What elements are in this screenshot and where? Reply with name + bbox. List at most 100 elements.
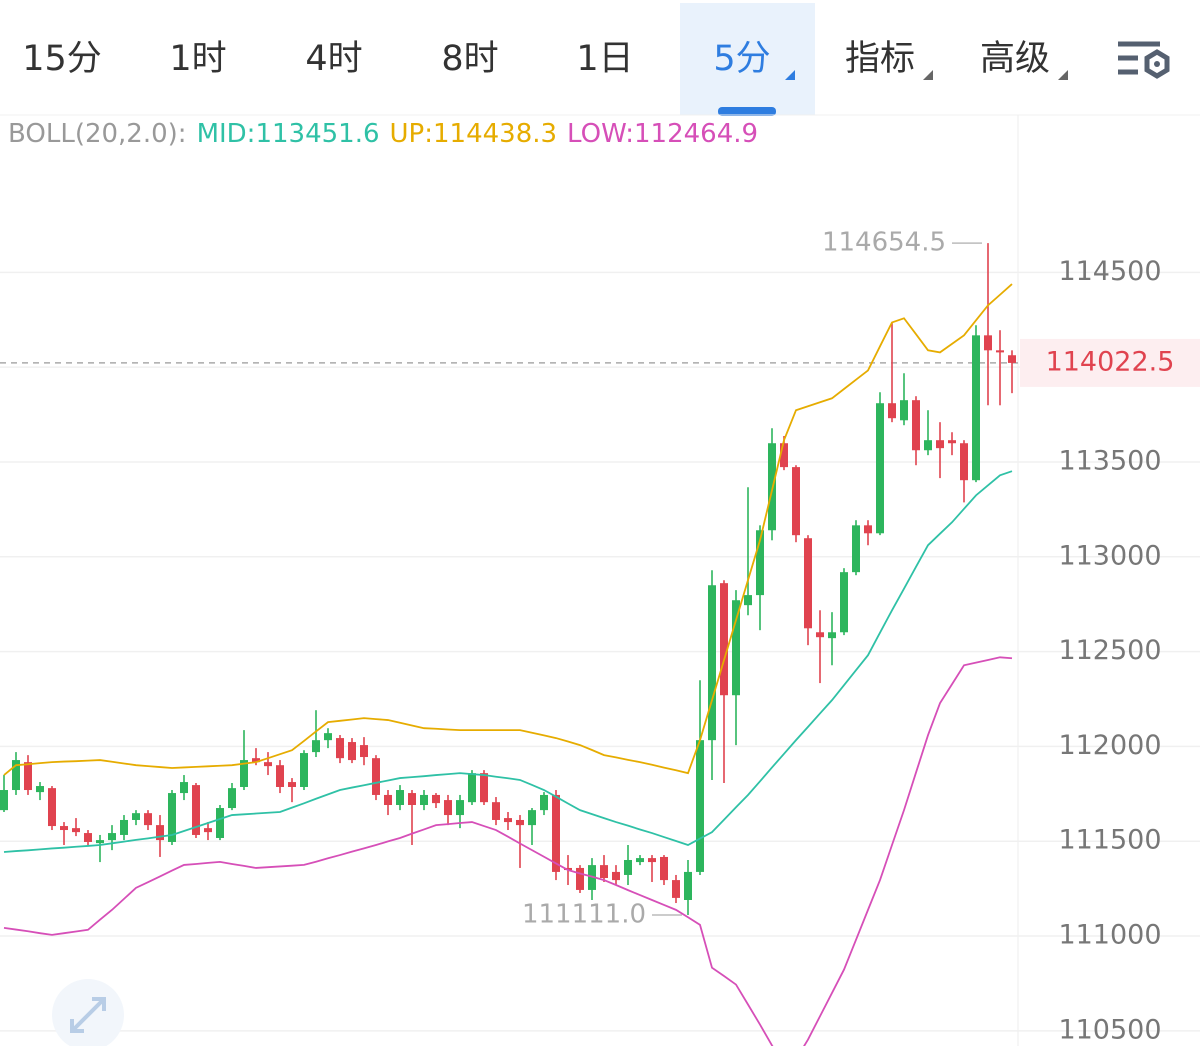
candle-body: [216, 808, 224, 838]
candle-body: [264, 762, 272, 767]
candle-body: [612, 871, 620, 881]
candle-body: [912, 400, 920, 451]
candle-body: [444, 800, 452, 816]
tab[interactable]: 指标: [845, 39, 933, 80]
legend-entry: MID:113451.6: [197, 119, 380, 149]
tab-label: 8时: [441, 39, 498, 79]
candle-body: [12, 760, 20, 791]
tab-label: 1日: [576, 39, 633, 79]
candle-body: [456, 800, 464, 816]
candle-body: [432, 794, 440, 804]
candle-body: [180, 782, 188, 794]
candle-body: [540, 794, 548, 811]
candle-body: [948, 440, 956, 444]
candle-body: [996, 350, 1004, 353]
candle-body: [24, 762, 32, 791]
tab-label: 5分: [713, 39, 770, 79]
candle-body: [372, 758, 380, 795]
tab[interactable]: 1日: [576, 39, 633, 79]
candle-body: [132, 813, 140, 820]
candle-body: [228, 788, 236, 809]
tab-label: 高级: [980, 39, 1050, 79]
extreme-label: 114654.5: [822, 228, 946, 258]
candle-body: [480, 773, 488, 803]
extreme-label: 111111.0: [522, 899, 646, 929]
candle-body: [1008, 355, 1016, 363]
last-price-label: 114022.5: [1046, 346, 1175, 377]
y-tick-label: 112500: [1058, 635, 1161, 666]
candle-body: [684, 871, 692, 900]
candle-body: [600, 865, 608, 879]
tab[interactable]: 4时: [305, 39, 362, 79]
candle-body: [36, 786, 44, 793]
boll-line: [3, 656, 1013, 1046]
tab[interactable]: 高级: [980, 39, 1068, 80]
candle-body: [828, 632, 836, 639]
candle-body: [384, 794, 392, 806]
candle-body: [312, 740, 320, 753]
candle-body: [528, 810, 536, 826]
tab-indicator: [718, 107, 776, 116]
y-tick-label: 113500: [1058, 445, 1161, 476]
candle-body: [732, 600, 740, 696]
legend-title: BOLL(20,2.0):: [8, 119, 187, 149]
candle-body: [576, 867, 584, 890]
tab[interactable]: 15分: [22, 39, 102, 79]
candle-body: [816, 632, 824, 638]
candle-body: [708, 585, 716, 741]
candle-body: [84, 833, 92, 842]
legend-entry: LOW:112464.9: [567, 119, 758, 149]
candle-body: [48, 788, 56, 827]
tab-bar: 15分 1时 4时 8时 1日 5分 指标 高级: [22, 3, 1068, 116]
candle-body: [0, 790, 8, 811]
tab-label: 指标: [845, 39, 915, 79]
candle-body: [156, 825, 164, 841]
candle-body: [120, 819, 128, 835]
candle-body: [72, 828, 80, 833]
candle-body: [300, 753, 308, 787]
tab-label: 15分: [22, 39, 102, 79]
dropdown-arrow: [785, 70, 795, 80]
boll-line: [3, 283, 1013, 776]
candle-body: [624, 859, 632, 875]
candle-body: [780, 443, 788, 468]
last-price-bg: [1020, 338, 1200, 387]
candle-body: [864, 525, 872, 534]
candle-body: [60, 826, 68, 831]
candle-body: [252, 758, 260, 763]
candle-body: [972, 335, 980, 481]
tab-active-bg: [680, 3, 815, 115]
candle-body: [876, 403, 884, 534]
tab[interactable]: 8时: [441, 39, 498, 79]
candle-body: [492, 802, 500, 820]
candle-body: [288, 782, 296, 787]
candle-body: [408, 793, 416, 806]
candle-body: [696, 740, 704, 872]
candle-body: [336, 738, 344, 759]
candle-body: [168, 793, 176, 842]
tab[interactable]: 5分: [680, 3, 815, 116]
candle-body: [924, 440, 932, 451]
y-tick-label: 111500: [1058, 825, 1161, 856]
boll-legend: BOLL(20,2.0): MID:113451.6 UP:114438.3 LOW:…: [8, 119, 758, 149]
settings-icon[interactable]: [1118, 41, 1170, 79]
candle-body: [192, 785, 200, 835]
candle-body: [396, 790, 404, 806]
candle-body: [348, 742, 356, 761]
candle-body: [240, 760, 248, 787]
candle-body: [324, 733, 332, 741]
candle-body: [504, 818, 512, 823]
tab-label: 1时: [169, 39, 226, 79]
y-tick-label: 112000: [1058, 730, 1161, 761]
candle-body: [144, 813, 152, 826]
expand-button[interactable]: [52, 979, 124, 1046]
candle-body: [276, 765, 284, 787]
candle-body: [840, 572, 848, 633]
legend-entry: UP:114438.3: [390, 119, 558, 149]
tab[interactable]: 1时: [169, 39, 226, 79]
candle-body: [852, 525, 860, 573]
candle-body: [204, 828, 212, 833]
y-tick-label: 114500: [1058, 256, 1161, 287]
